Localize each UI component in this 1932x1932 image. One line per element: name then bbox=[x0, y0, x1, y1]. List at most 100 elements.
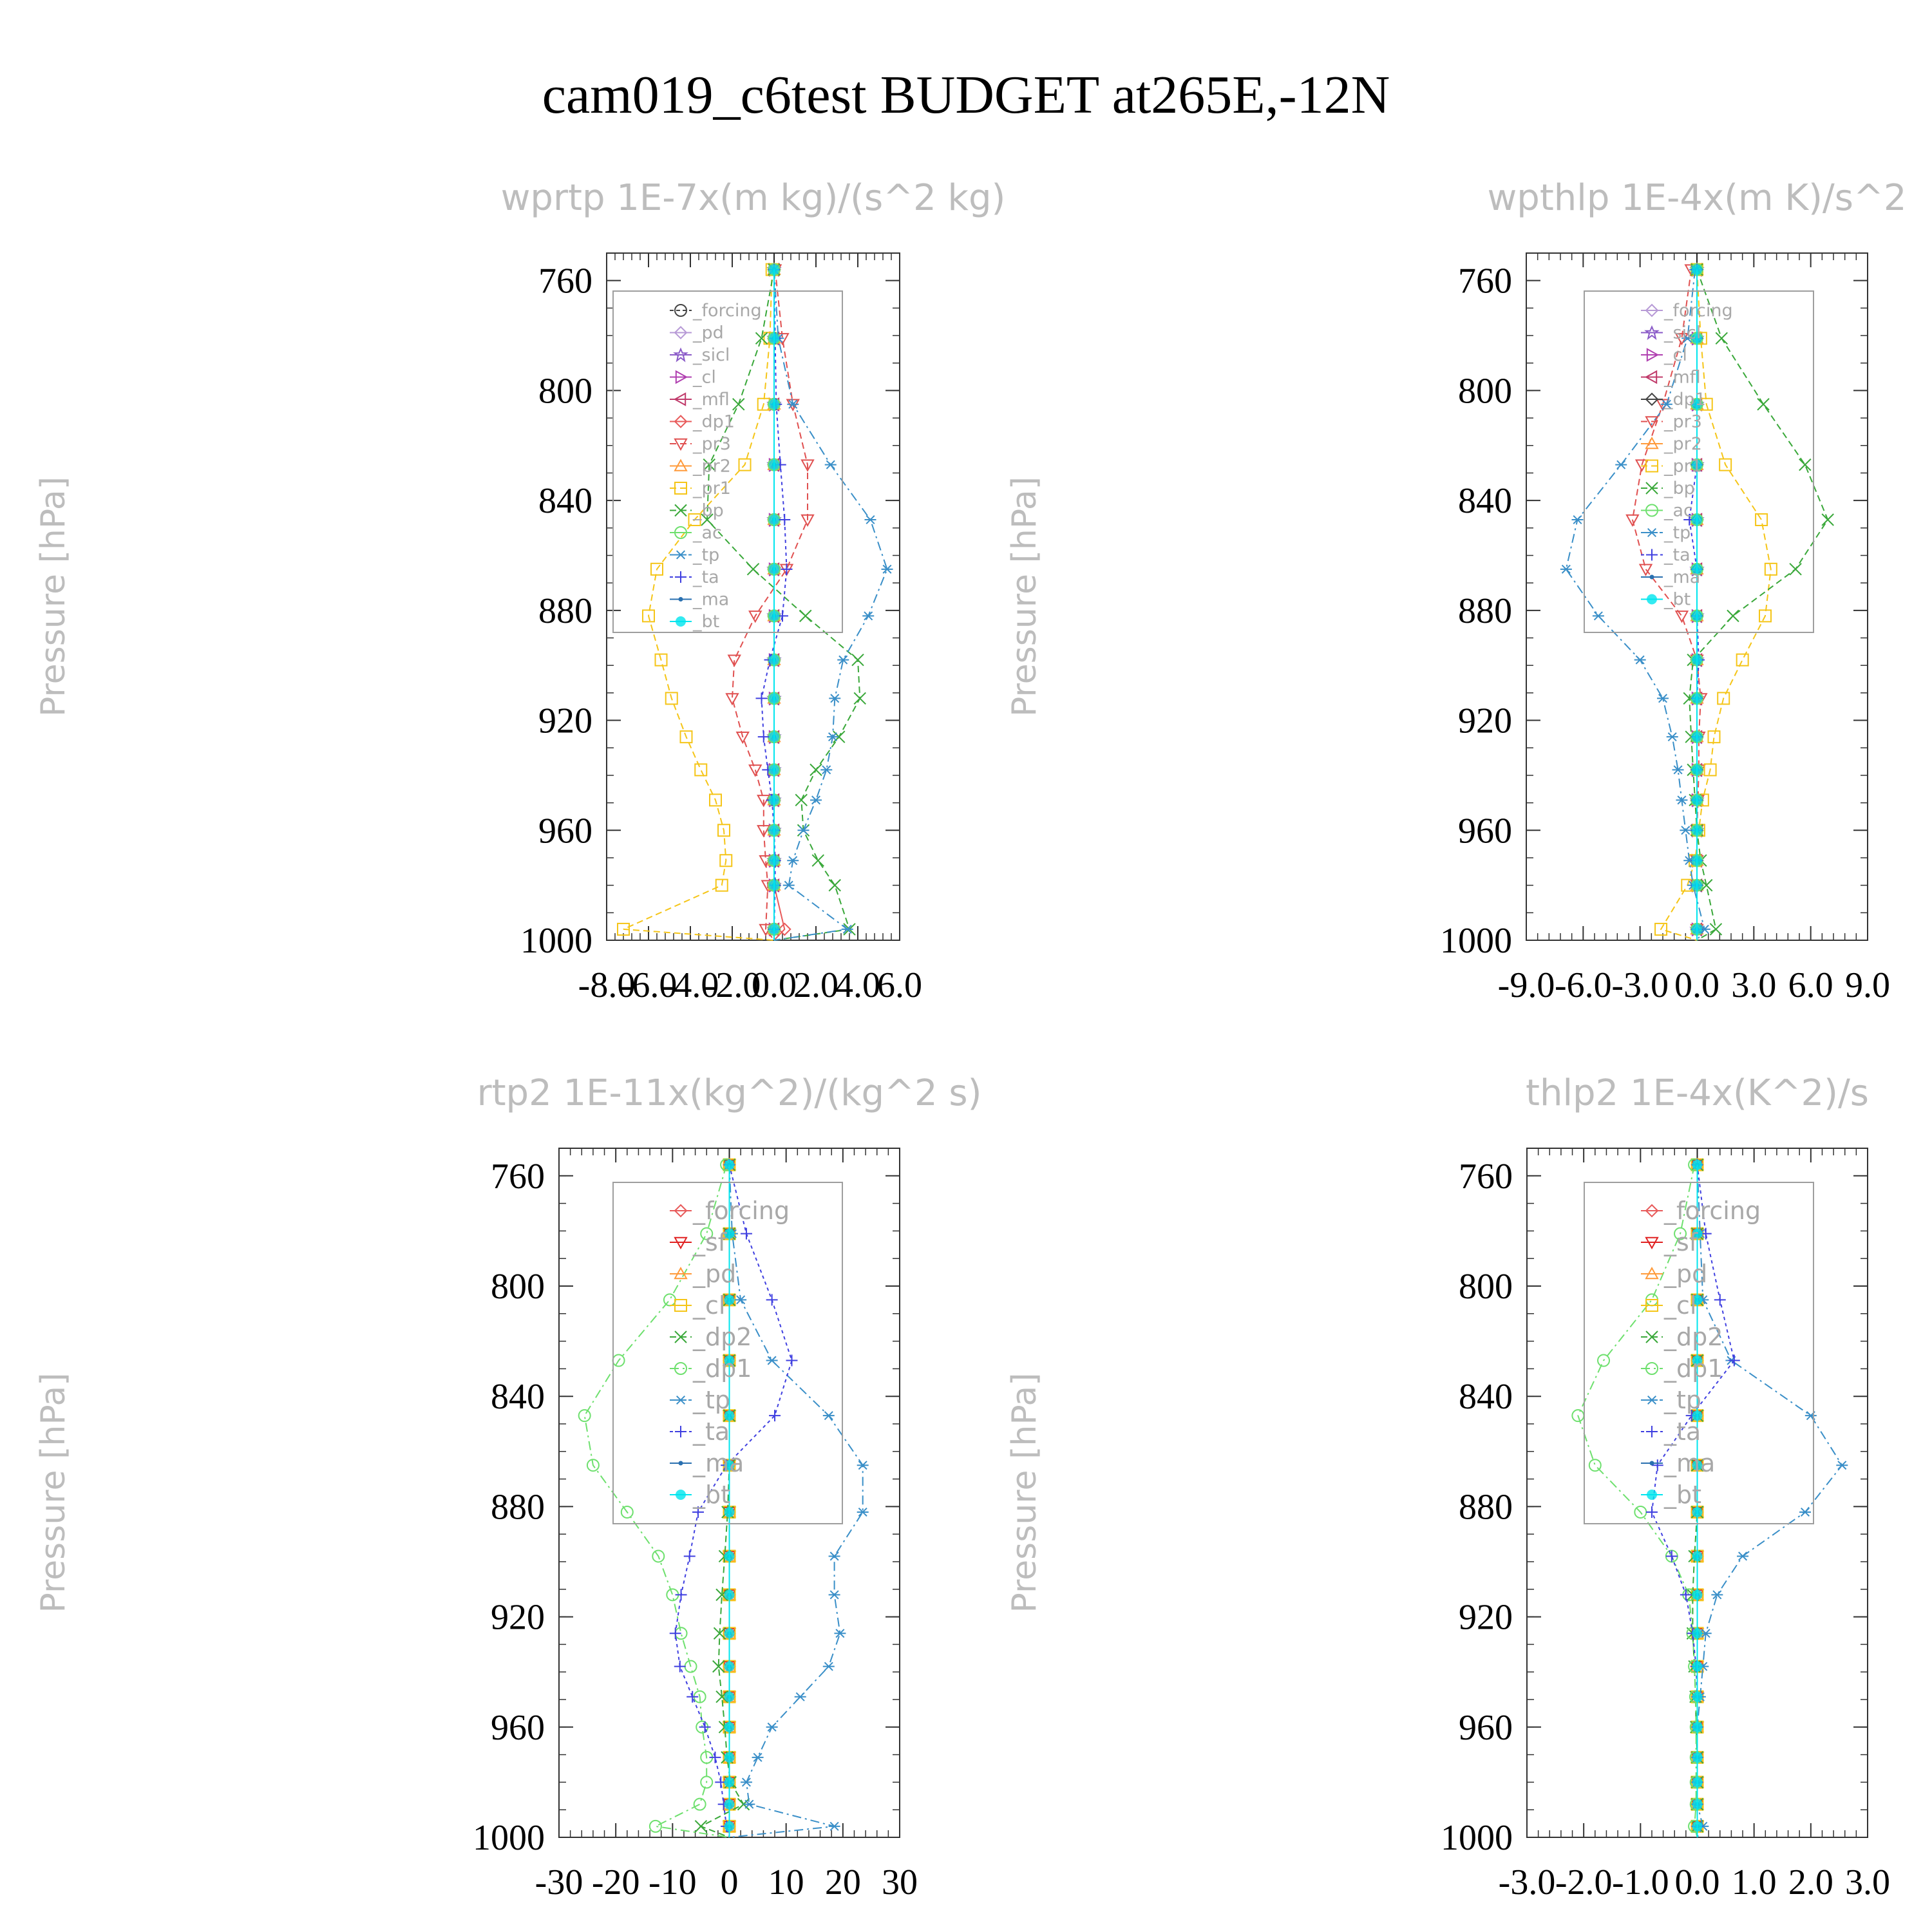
data-point bbox=[724, 1228, 735, 1239]
series-tp bbox=[1691, 1160, 1848, 1838]
legend-label: _pr3 bbox=[1663, 412, 1702, 432]
data-point bbox=[727, 654, 741, 667]
legend-marker bbox=[1647, 1490, 1657, 1500]
data-point bbox=[769, 880, 779, 891]
data-point bbox=[800, 514, 815, 527]
series-line bbox=[583, 1164, 730, 1838]
data-point bbox=[1674, 1227, 1687, 1240]
data-point bbox=[724, 1294, 735, 1305]
legend-item-bt: _bt bbox=[670, 1481, 730, 1509]
data-point bbox=[1799, 1507, 1812, 1517]
legend-item-dp2: _dp2 bbox=[670, 1323, 752, 1351]
data-point bbox=[735, 731, 750, 744]
legend-item-pr1: _pr1 bbox=[670, 478, 731, 498]
data-point bbox=[715, 1690, 728, 1703]
legend: _forcing _sf _pd _cl _dp2 _dp1 _tp _ta _ma _bt bbox=[612, 1182, 843, 1524]
data-point bbox=[1692, 880, 1702, 891]
legend-label: _dp1 bbox=[692, 412, 735, 432]
legend: _forcing_sicl_cl _mfl_dp1_pr3_pr2 _pr1_bp _… bbox=[1584, 290, 1814, 633]
y-tick-label: 760 bbox=[1459, 1157, 1513, 1197]
data-point bbox=[1836, 1461, 1848, 1470]
legend-marker bbox=[1646, 527, 1658, 538]
series-tp bbox=[1560, 265, 1710, 941]
data-point bbox=[769, 459, 779, 470]
legend-item-tp: _tp bbox=[1641, 1386, 1701, 1414]
legend-marker bbox=[674, 459, 688, 471]
data-point bbox=[811, 854, 824, 867]
legend-item-ta: _ta bbox=[1641, 1417, 1701, 1446]
legend-item-pd: _pd bbox=[1641, 1260, 1707, 1288]
legend-marker bbox=[1646, 1395, 1658, 1405]
data-point bbox=[841, 924, 853, 934]
data-point bbox=[700, 1776, 714, 1789]
data-point bbox=[1692, 1661, 1703, 1672]
legend-marker bbox=[1645, 1331, 1658, 1343]
data-point bbox=[834, 1629, 846, 1638]
legend-label: _ma bbox=[692, 590, 729, 610]
legend-label: _mfl bbox=[1663, 368, 1701, 388]
data-point bbox=[717, 824, 730, 837]
y-tick-label: 760 bbox=[538, 261, 592, 301]
legend-marker bbox=[674, 415, 688, 428]
y-axis-label: Pressure [hPa] bbox=[34, 1373, 73, 1613]
legend-label: _bt bbox=[692, 612, 719, 632]
data-point bbox=[1692, 1799, 1703, 1810]
data-point bbox=[1592, 611, 1604, 621]
data-point bbox=[1672, 765, 1684, 775]
x-tick-label: 0 bbox=[721, 1862, 739, 1902]
legend-item-cl: _cl bbox=[670, 368, 716, 388]
series-line bbox=[1689, 269, 1829, 941]
data-point bbox=[1707, 730, 1721, 744]
legend-marker bbox=[1646, 549, 1658, 561]
x-tick-label: -1.0 bbox=[1612, 1862, 1669, 1902]
data-point bbox=[650, 562, 663, 576]
data-point bbox=[1692, 399, 1702, 410]
legend-item-ma: _ma bbox=[670, 590, 729, 610]
legend-label: _sf bbox=[1663, 1228, 1699, 1256]
series-tp bbox=[723, 1160, 869, 1838]
legend-label: _ta bbox=[1663, 545, 1690, 565]
legend: _forcing _sf _pd _cl _dp2 _dp1 _tp _ta _ma _bt bbox=[1584, 1182, 1814, 1524]
data-point bbox=[693, 1797, 706, 1811]
y-tick-label: 920 bbox=[1459, 1598, 1513, 1638]
legend-item-bp: _bp bbox=[670, 501, 724, 521]
data-point bbox=[715, 1588, 728, 1602]
data-point bbox=[712, 1660, 725, 1673]
legend-marker bbox=[674, 482, 687, 495]
data-point bbox=[586, 1459, 600, 1472]
legend-marker bbox=[1645, 1236, 1659, 1250]
legend-marker bbox=[1645, 1204, 1659, 1218]
data-point bbox=[769, 333, 779, 344]
legend-label: _bp bbox=[1663, 478, 1695, 498]
legend-marker bbox=[674, 1299, 687, 1312]
legend-item-bt: _bt bbox=[670, 612, 719, 632]
data-point bbox=[1660, 399, 1672, 409]
data-point bbox=[654, 653, 668, 667]
legend-item-ta: _ta bbox=[1641, 545, 1690, 565]
legend-label: _ma bbox=[1663, 1449, 1715, 1477]
x-tick-label: 3.0 bbox=[1845, 1862, 1890, 1902]
legend-item-tp: _tp bbox=[1641, 523, 1690, 543]
legend-marker bbox=[1647, 594, 1657, 605]
legend-item-mfl: _mfl bbox=[1641, 368, 1701, 388]
data-point bbox=[769, 825, 779, 836]
data-point bbox=[1676, 795, 1688, 805]
y-axis-label: Pressure [hPa] bbox=[34, 477, 73, 717]
data-point bbox=[1638, 564, 1653, 576]
x-tick-label: -2.0 bbox=[704, 965, 761, 1005]
legend-item-dp1: _dp1 bbox=[1641, 1354, 1723, 1383]
data-point bbox=[746, 563, 760, 576]
data-point bbox=[620, 1505, 634, 1519]
data-point bbox=[1715, 332, 1728, 345]
y-tick-label: 880 bbox=[1459, 1487, 1513, 1527]
data-point bbox=[857, 1507, 869, 1517]
legend-label: _pd bbox=[692, 323, 724, 343]
legend-label: _pr3 bbox=[692, 434, 731, 454]
data-point bbox=[724, 1551, 735, 1562]
legend-label: _pr2 bbox=[692, 457, 731, 477]
y-tick-label: 760 bbox=[491, 1157, 545, 1197]
legend-label: _dp2 bbox=[1663, 1323, 1723, 1351]
legend-item-pd: _pd bbox=[670, 1260, 736, 1288]
legend-item-dp1: _dp1 bbox=[1641, 390, 1706, 410]
